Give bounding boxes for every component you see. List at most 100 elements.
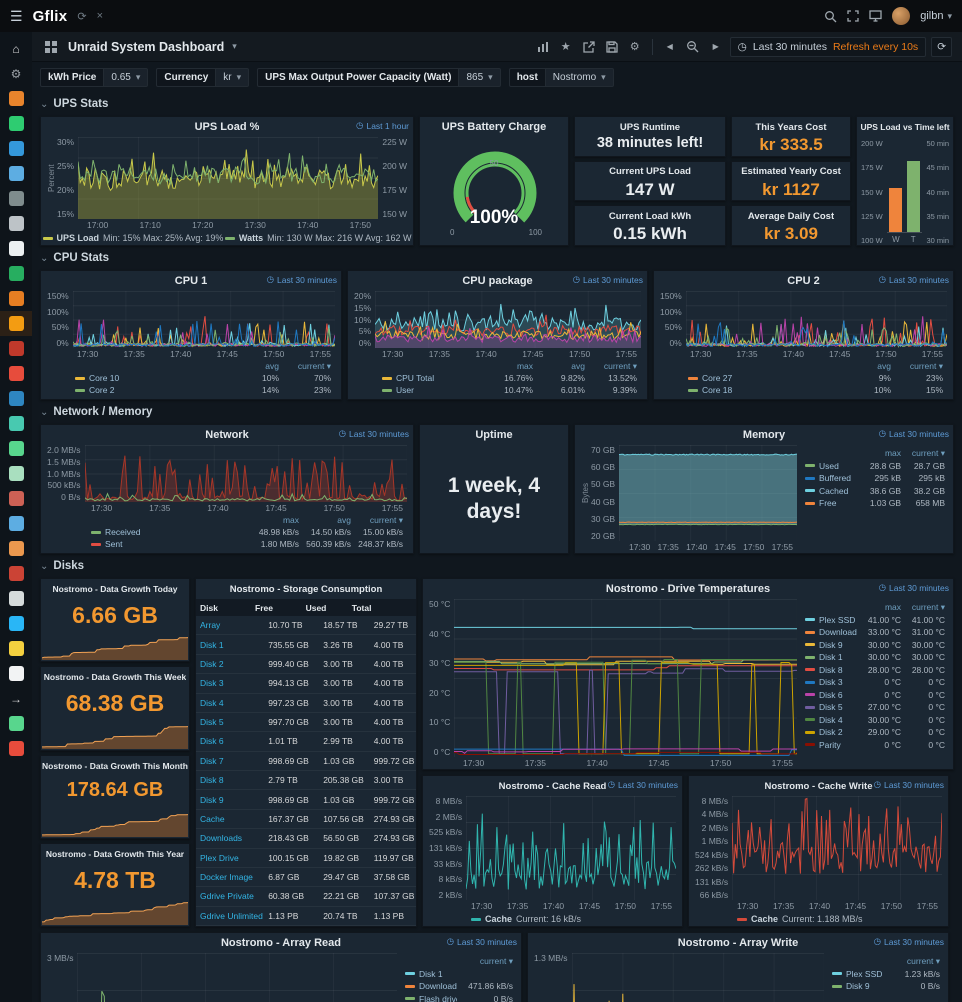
disk-link[interactable]: Gdrive Unlimited [200, 910, 263, 921]
sidebar-app-icon[interactable] [0, 436, 32, 461]
disk-link[interactable]: Cache [200, 813, 225, 824]
sidebar-app-icon[interactable]: → [10, 691, 22, 706]
legend-item[interactable]: Sent 1.80 MB/s 560.39 kB/s 248.37 kB/s [91, 538, 403, 550]
disk-link[interactable]: Disk 6 [200, 736, 224, 747]
panel-title[interactable]: CPU package [462, 275, 533, 287]
chart-drive-temperatures[interactable] [454, 599, 798, 757]
panel-title[interactable]: This Years Cost [755, 121, 827, 133]
variable-select[interactable]: host Nostromo ▾ [508, 67, 614, 87]
refresh-icon[interactable]: ⟳ [77, 10, 87, 23]
legend-item[interactable]: Disk 5 27.00 °C 0 °C [805, 701, 945, 714]
panel-title[interactable]: Memory [742, 429, 786, 441]
legend-item[interactable]: Downloads 471.86 kB/s [405, 980, 513, 993]
sidebar-app-icon[interactable] [0, 236, 32, 261]
panel-title[interactable]: Nostromo - Cache Read [498, 780, 607, 792]
variable-select[interactable]: UPS Max Output Power Capacity (Watt) 865… [257, 67, 501, 87]
legend-item[interactable]: Disk 8 28.00 °C 28.00 °C [805, 664, 945, 677]
disk-link[interactable]: Disk 9 [200, 794, 224, 805]
panel-title[interactable]: Average Daily Cost [747, 210, 835, 222]
brand-title[interactable]: Gflix [32, 7, 68, 25]
panel-title[interactable]: CPU 1 [174, 275, 208, 287]
search-icon[interactable] [824, 10, 837, 23]
chart-ups-load[interactable] [78, 137, 379, 219]
panel-title[interactable]: CPU 2 [787, 275, 820, 287]
panel-title[interactable]: Nostromo - Data Growth This Week [43, 672, 187, 683]
disk-link[interactable]: Downloads [200, 833, 243, 844]
bar-watts[interactable] [889, 188, 903, 232]
legend-item[interactable]: Disk 1 30.00 °C 30.00 °C [805, 651, 945, 664]
disk-link[interactable]: Disk 4 [200, 697, 224, 708]
legend-item[interactable]: UPS Load Min: 15% Max: 25% Avg: 19% [42, 233, 223, 243]
legend-item[interactable]: Watts Min: 130 W Max: 216 W Avg: 162 W [224, 233, 412, 243]
panel-title[interactable]: Current UPS Load [609, 166, 691, 178]
sidebar-app-icon[interactable] [0, 461, 32, 486]
sidebar-app-icon[interactable] [0, 486, 32, 511]
sidebar-app-icon[interactable] [0, 411, 32, 436]
panel-title[interactable]: UPS Runtime [619, 121, 681, 133]
sidebar-app-icon[interactable] [0, 661, 32, 686]
legend-item[interactable]: Core 18 10% 15% [688, 384, 943, 396]
sidebar-app-icon[interactable] [0, 711, 32, 736]
panel-title[interactable]: Nostromo - Data Growth This Year [45, 848, 185, 859]
legend-item[interactable]: Disk 9 30.00 °C 30.00 °C [805, 639, 945, 652]
legend-item[interactable]: Core 2 14% 23% [75, 384, 331, 396]
sidebar-app-icon[interactable]: ⚙ [10, 66, 22, 81]
panel-title[interactable]: Nostromo - Array Read [220, 937, 341, 949]
disk-link[interactable]: Gdrive Private [200, 891, 254, 902]
sidebar-app-icon[interactable] [0, 536, 32, 561]
chart-network[interactable] [84, 445, 407, 502]
legend-item[interactable]: Free 1.03 GB 658 MB [805, 497, 945, 510]
variable-select[interactable]: kWh Price 0.65 ▾ [40, 67, 149, 87]
legend-item[interactable]: Cached 38.6 GB 38.2 GB [805, 485, 945, 498]
disk-link[interactable]: Disk 8 [200, 775, 224, 786]
section-ups-stats[interactable]: ⌄ UPS Stats [40, 98, 109, 110]
time-range-picker[interactable]: ◷ Last 30 minutes Refresh every 10s [729, 36, 927, 57]
sidebar-app-icon[interactable] [0, 636, 32, 661]
section-cpu-stats[interactable]: ⌄ CPU Stats [40, 252, 109, 264]
panel-time-range[interactable]: ◷ Last 30 minutes [446, 936, 517, 947]
legend-item[interactable]: Parity 0 °C 0 °C [805, 739, 945, 752]
section-disks[interactable]: ⌄ Disks [40, 560, 85, 572]
panel-time-range[interactable]: ◷ Last 1 hour [356, 120, 409, 131]
sidebar-app-icon[interactable] [0, 111, 32, 136]
panel-title[interactable]: Nostromo - Drive Temperatures [605, 583, 771, 595]
panel-time-range[interactable]: ◷ Last 30 minutes [266, 274, 337, 285]
panel-title[interactable]: Nostromo - Array Write [677, 937, 799, 949]
disk-link[interactable]: Disk 3 [200, 678, 224, 689]
save-icon[interactable] [603, 38, 621, 56]
legend-item[interactable]: Flash drive 0 B/s [405, 993, 513, 1002]
sidebar-app-icon[interactable] [0, 211, 32, 236]
fullscreen-icon[interactable] [847, 10, 859, 22]
panel-time-range[interactable]: ◷ Last 30 minutes [873, 936, 944, 947]
sidebar-app-icon[interactable] [0, 86, 32, 111]
chart-memory[interactable] [619, 445, 798, 541]
star-icon[interactable]: ★ [560, 41, 571, 53]
refresh-interval[interactable]: Refresh every 10s [832, 40, 919, 53]
panel-title[interactable]: UPS Load vs Time left [860, 122, 950, 132]
legend-item[interactable]: Buffered 295 kB 295 kB [805, 472, 945, 485]
disk-link[interactable]: Disk 5 [200, 717, 224, 728]
legend-item[interactable]: Disk 1 [405, 968, 513, 981]
panel-title[interactable]: UPS Battery Charge [441, 121, 547, 133]
legend-item[interactable]: Plex SSD 41.00 °C 41.00 °C [805, 614, 945, 627]
dashboard-title[interactable]: Unraid System Dashboard [68, 39, 225, 54]
time-back-icon[interactable]: ◀ [666, 42, 673, 51]
legend-item[interactable]: Used 28.8 GB 28.7 GB [805, 460, 945, 473]
sidebar-app-icon[interactable] [0, 136, 32, 161]
share-icon[interactable] [580, 38, 598, 56]
chart-cpu-1[interactable] [72, 291, 335, 348]
disk-link[interactable]: Disk 1 [200, 639, 224, 650]
panel-title[interactable]: Nostromo - Data Growth Today [52, 584, 178, 594]
panel-time-range[interactable]: ◷ Last 30 minutes [878, 428, 949, 439]
sidebar-app-icon[interactable] [0, 161, 32, 186]
dashboard-picker-icon[interactable] [42, 38, 60, 56]
time-forward-icon[interactable]: ▶ [712, 42, 719, 51]
panel-title[interactable]: UPS Load % [194, 121, 260, 133]
panel-time-range[interactable]: ◷ Last 30 minutes [878, 274, 949, 285]
panel-title[interactable]: Nostromo - Data Growth This Month [42, 760, 188, 771]
user-menu[interactable]: gilbn ▾ [920, 10, 952, 22]
legend[interactable]: Cache Current: 1.188 MB/s [689, 912, 948, 926]
legend-item[interactable]: CPU Total 16.76% 9.82% 13.52% [382, 372, 637, 384]
